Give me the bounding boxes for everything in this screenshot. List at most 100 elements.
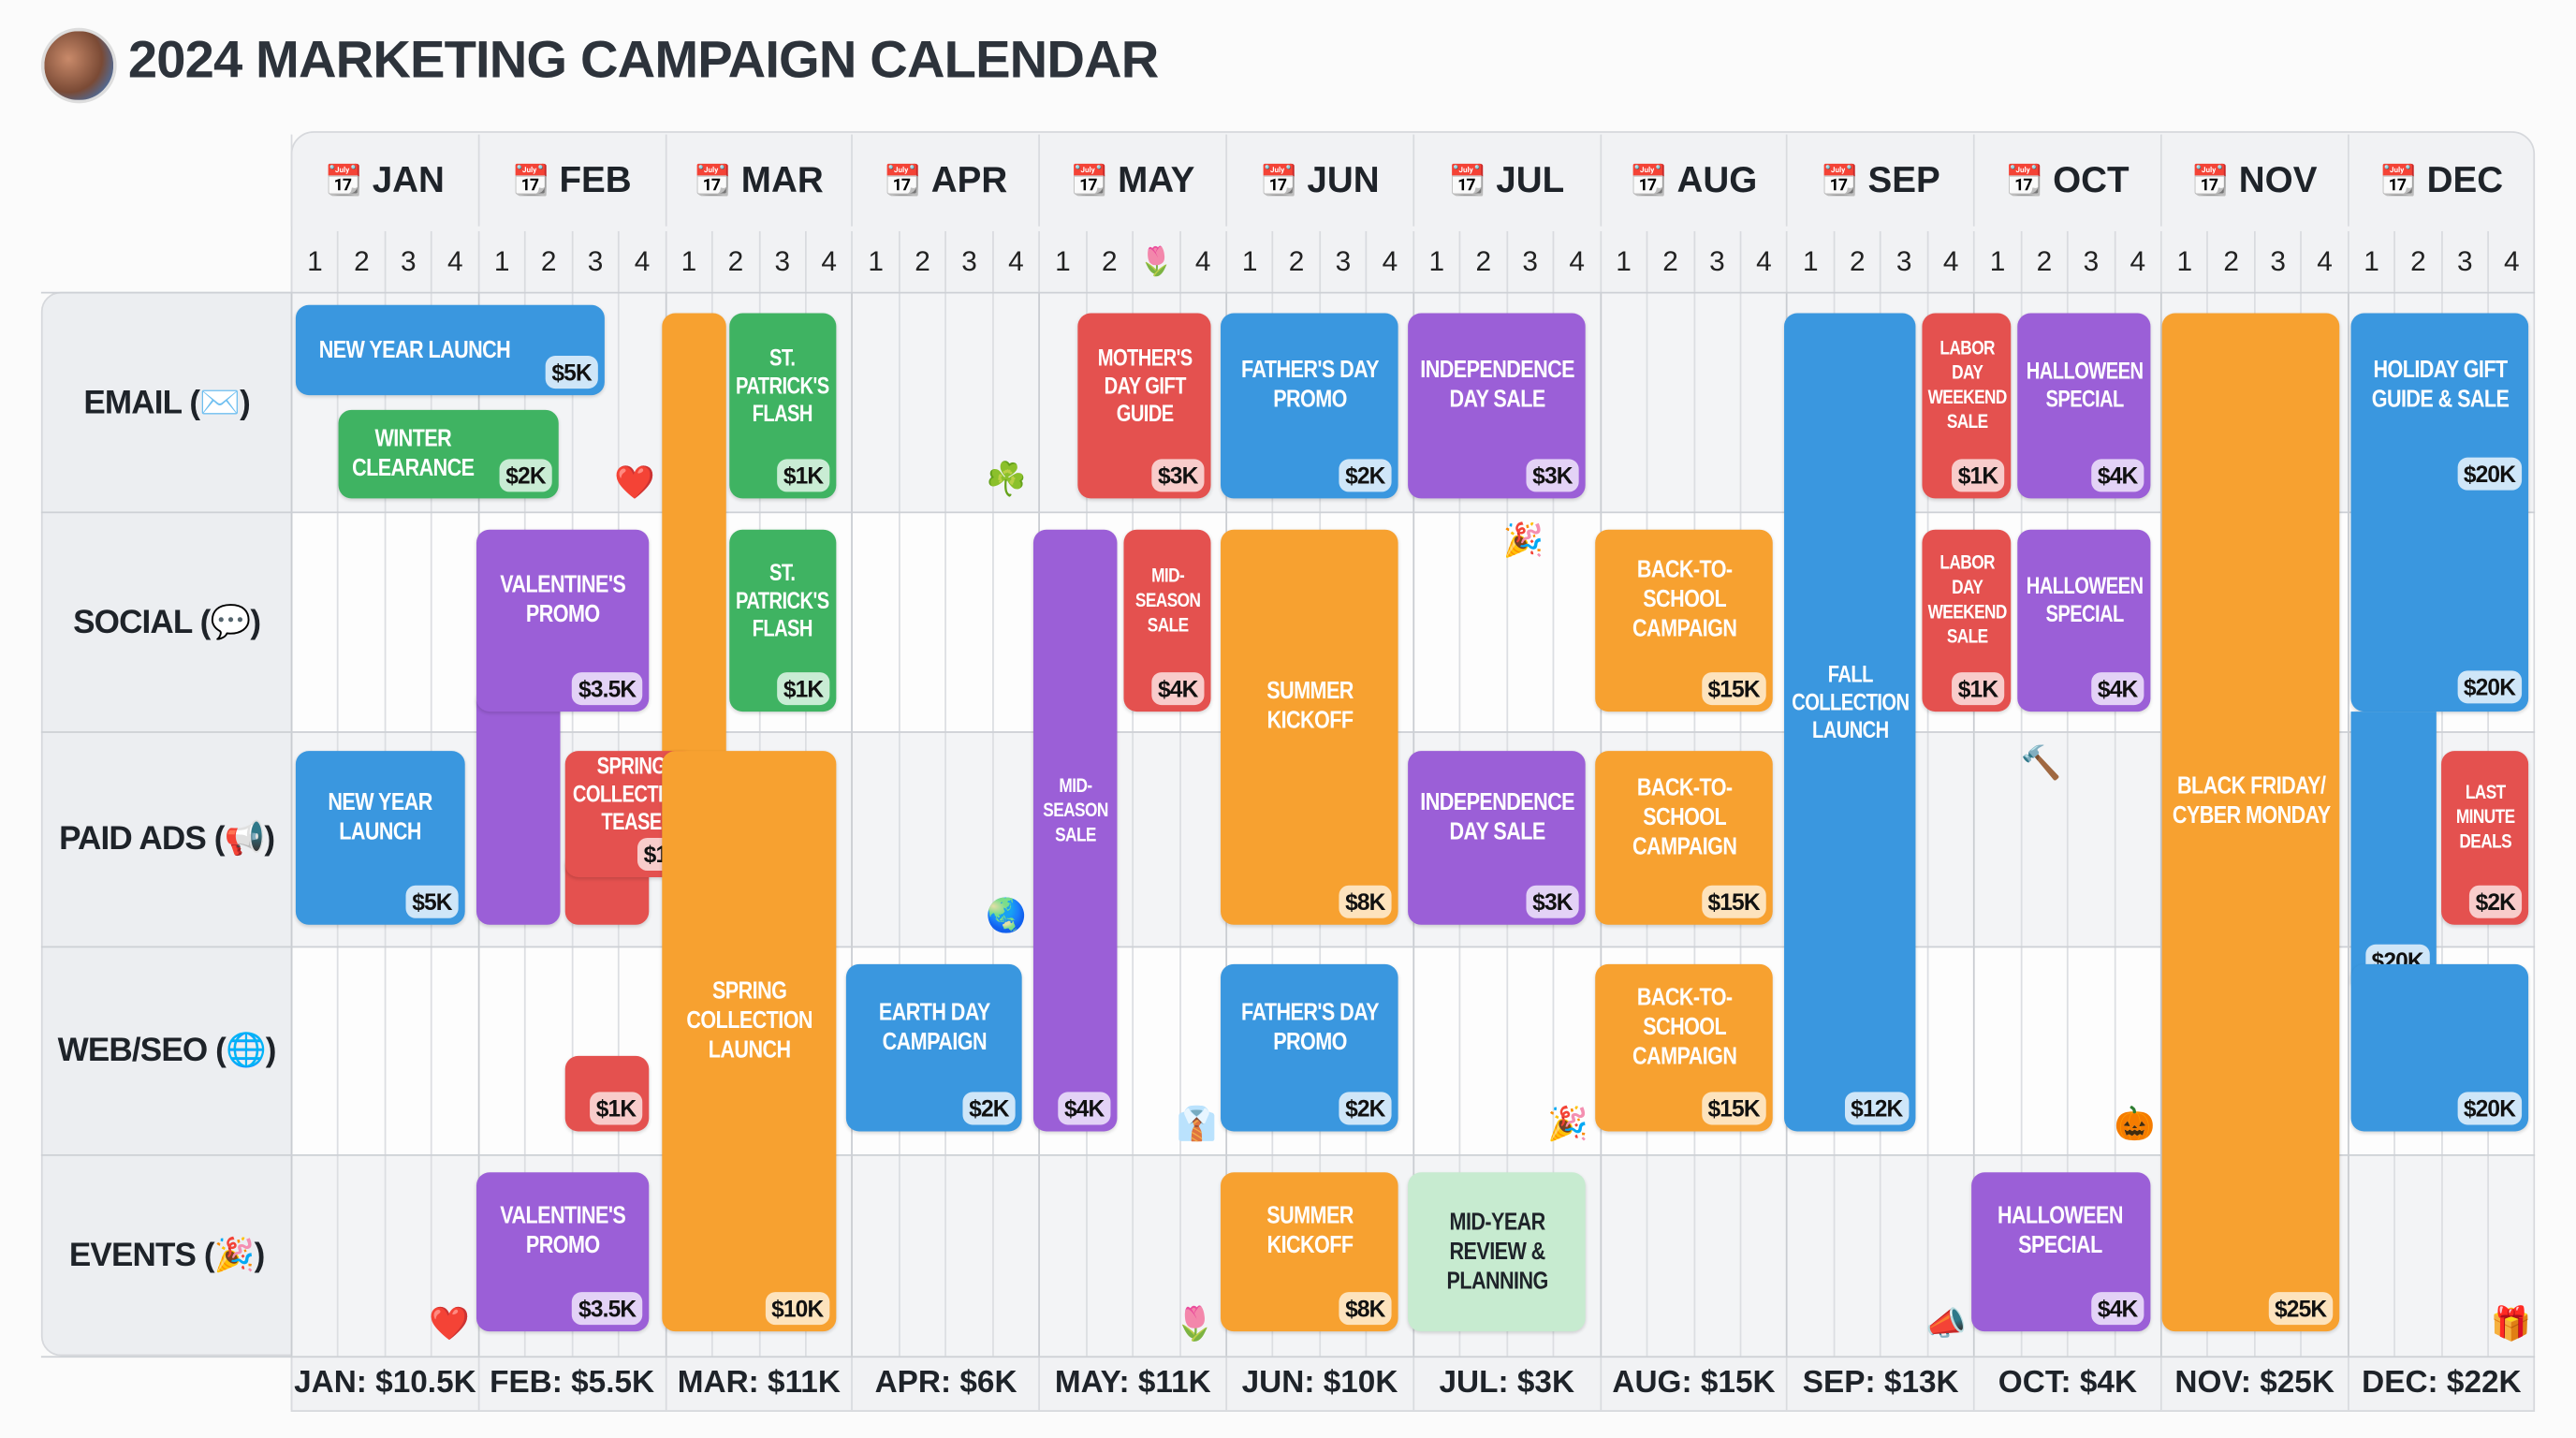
week-number: 1 <box>1973 230 2020 292</box>
budget-badge: $20K <box>2456 1092 2523 1125</box>
budget-badge: $4K <box>2090 1292 2144 1326</box>
channel-label: EVENTS (🎉) <box>68 1238 265 1274</box>
month-label: NOV <box>2238 158 2318 200</box>
calendar-icon: 📆 <box>325 163 363 197</box>
week-number: 1 <box>665 230 711 292</box>
grid-line <box>1132 291 1134 1357</box>
month-label: JUN <box>1307 158 1380 200</box>
month-header-sep: 📆 SEP <box>1786 134 1973 227</box>
campaign-label: BACK-TO-SCHOOL CAMPAIGN <box>1632 982 1736 1070</box>
grid-line <box>991 291 994 1357</box>
month-label: FEB <box>559 158 632 200</box>
campaign-label: MID-YEAR REVIEW & PLANNING <box>1445 1207 1548 1295</box>
calendar-icon: 📆 <box>1449 163 1486 197</box>
campaign-label: ST. PATRICK'S FLASH <box>736 558 830 640</box>
calendar-icon: 📆 <box>2191 163 2230 197</box>
month-header-jul: 📆 JUL <box>1412 134 1600 227</box>
budget-badge: $20K <box>2456 670 2523 704</box>
week-number: 2 <box>1458 230 1506 292</box>
month-total: MAY: $11K <box>1038 1357 1226 1411</box>
campaign-block[interactable] <box>1221 529 1398 925</box>
week-number: 4 <box>1552 230 1600 292</box>
budget-badge: $3K <box>1526 459 1579 492</box>
campaign-label: LABOR DAY WEEKEND SALE <box>1926 336 2007 433</box>
campaign-block[interactable] <box>662 751 837 1332</box>
campaign-block-extension[interactable] <box>476 688 561 925</box>
month-header-apr: 📆 APR <box>851 134 1039 227</box>
calendar-icon: 📆 <box>2379 163 2418 197</box>
week-number: 4 <box>2487 230 2534 292</box>
campaign-block[interactable] <box>2350 313 2529 712</box>
week-number: 4 <box>1739 230 1787 292</box>
week-number: 2 <box>524 230 571 292</box>
channel-label: WEB/SEO (🌐) <box>57 1033 277 1069</box>
grid-line <box>2159 291 2162 1357</box>
campaign-label: BLACK FRIDAY/ CYBER MONDAY <box>2172 771 2330 830</box>
tulip-icon: 🌷 <box>1174 1306 1216 1343</box>
budget-badge: $12K <box>1844 1092 1910 1125</box>
week-number: 4 <box>431 230 477 292</box>
budget-badge: $4K <box>1057 1092 1111 1125</box>
campaign-block[interactable] <box>1408 1172 1586 1332</box>
campaign-label: SUMMER KICKOFF <box>1266 677 1354 735</box>
gift-icon: 🎁 <box>2490 1306 2532 1343</box>
campaign-label: INDEPENDENCE DAY SALE <box>1419 356 1574 414</box>
hammer-icon: 🔨 <box>2020 745 2062 783</box>
week-number: 3 <box>384 230 432 292</box>
month-label: JUL <box>1496 158 1565 200</box>
month-header-oct: 📆 OCT <box>1973 134 2160 227</box>
campaign-label: HALLOWEEN SPECIAL <box>1998 1201 2125 1260</box>
budget-badge: $8K <box>1339 885 1392 918</box>
campaign-label: MOTHER'S DAY GIFT GUIDE <box>1096 343 1193 426</box>
calendar-icon: 📆 <box>2006 163 2043 197</box>
month-total: OCT: $4K <box>1973 1357 2160 1411</box>
row-divider <box>40 291 2536 294</box>
week-number: 4 <box>618 230 665 292</box>
campaign-label: HALLOWEEN SPECIAL <box>2025 572 2143 627</box>
week-number: 2 <box>898 230 945 292</box>
budget-badge: $3.5K <box>572 672 643 706</box>
week-number: 1 <box>290 230 338 292</box>
month-header-nov: 📆 NOV <box>2159 134 2348 227</box>
month-total: APR: $6K <box>851 1357 1039 1411</box>
globe-icon: 🌏 <box>986 898 1027 935</box>
campaign-label: ST. PATRICK'S FLASH <box>736 343 830 426</box>
month-label: MAY <box>1118 158 1195 200</box>
month-label: JAN <box>372 158 445 200</box>
campaign-block[interactable] <box>2161 313 2340 1332</box>
week-number: 4 <box>1926 230 1973 292</box>
budget-badge: $2K <box>1339 1092 1392 1125</box>
week-number: 4 <box>2114 230 2160 292</box>
necktie-icon: 👔 <box>1176 1107 1218 1143</box>
channel-column <box>40 291 293 1357</box>
row-divider <box>40 511 2536 514</box>
month-total: DEC: $22K <box>2347 1357 2535 1411</box>
grid-line <box>2067 291 2069 1357</box>
campaign-label: FALL COLLECTION LAUNCH <box>1791 659 1910 742</box>
campaign-label: FATHER'S DAY PROMO <box>1240 356 1379 414</box>
week-number: 1 <box>1599 230 1647 292</box>
campaign-block-extension[interactable] <box>662 313 726 771</box>
week-number: 2 <box>2020 230 2067 292</box>
campaign-label: MID-SEASON SALE <box>1134 563 1200 636</box>
month-total: JUN: $10K <box>1225 1357 1412 1411</box>
campaign-label: NEW YEAR LAUNCH <box>318 335 510 363</box>
month-total: NOV: $25K <box>2159 1357 2348 1411</box>
campaign-label: SUMMER KICKOFF <box>1266 1201 1354 1260</box>
calendar-icon: 📆 <box>1821 163 1858 197</box>
grid-line <box>944 291 947 1357</box>
budget-badge: $4K <box>1150 672 1205 706</box>
row-divider <box>40 946 2536 948</box>
grid-line <box>1178 291 1181 1357</box>
campaign-label: MID-SEASON SALE <box>1042 772 1108 845</box>
campaign-block[interactable] <box>1784 313 1916 1132</box>
campaign-block[interactable] <box>2350 712 2437 984</box>
budget-badge: $1K <box>589 1092 643 1125</box>
grid-line <box>2114 291 2115 1357</box>
budget-badge: $1K <box>776 672 830 706</box>
calendar-icon: 📆 <box>694 163 732 197</box>
week-number: 1 <box>477 230 524 292</box>
heart-icon: ❤️ <box>429 1306 470 1343</box>
campaign-block[interactable] <box>1032 529 1118 1132</box>
